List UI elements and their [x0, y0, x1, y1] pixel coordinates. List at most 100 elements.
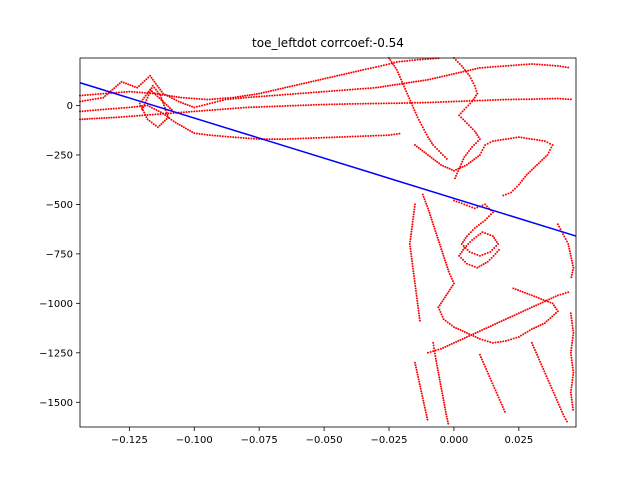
data-point — [531, 344, 534, 347]
data-point — [494, 98, 497, 101]
data-point — [539, 160, 542, 163]
data-point — [385, 63, 388, 66]
data-point — [546, 299, 548, 302]
data-point — [423, 128, 426, 131]
data-point — [128, 90, 131, 93]
data-point — [304, 104, 307, 107]
data-point — [415, 113, 418, 116]
data-point — [443, 406, 446, 409]
data-point — [206, 109, 209, 112]
data-point — [571, 401, 574, 404]
data-point — [188, 97, 191, 100]
data-point — [476, 140, 479, 143]
data-point — [148, 105, 151, 108]
x-tick-label: 0.000 — [440, 435, 469, 446]
data-point — [481, 204, 484, 207]
data-point — [369, 67, 372, 70]
data-point — [495, 241, 498, 244]
data-point — [512, 337, 515, 340]
data-point — [457, 328, 460, 331]
data-point — [513, 314, 516, 317]
data-point — [244, 94, 247, 97]
data-point — [459, 166, 462, 169]
data-point — [338, 74, 341, 77]
data-point — [110, 107, 113, 110]
data-point — [570, 317, 573, 320]
data-point — [447, 268, 450, 271]
data-point — [553, 394, 556, 397]
data-point — [221, 108, 224, 111]
data-point — [570, 319, 573, 322]
data-point — [385, 134, 388, 137]
data-point — [409, 240, 412, 243]
data-point — [141, 91, 144, 94]
data-point — [163, 94, 166, 97]
data-point — [515, 336, 518, 339]
data-point — [547, 151, 550, 154]
data-point — [219, 135, 222, 138]
data-point — [437, 239, 440, 242]
data-point — [450, 100, 453, 103]
data-point — [529, 170, 532, 173]
data-point — [284, 86, 287, 89]
data-point — [436, 161, 439, 164]
data-point — [493, 237, 496, 240]
data-point — [167, 112, 170, 115]
data-point — [333, 103, 336, 106]
data-point — [359, 102, 362, 105]
data-point — [409, 245, 412, 248]
data-point — [503, 410, 506, 413]
data-point — [475, 235, 478, 238]
data-point — [390, 133, 393, 136]
data-point — [423, 406, 426, 409]
x-tick-label: −0.075 — [241, 435, 278, 446]
data-point — [469, 126, 472, 129]
data-point — [277, 88, 280, 91]
data-point — [557, 403, 560, 406]
data-point — [568, 250, 571, 253]
data-point — [310, 137, 313, 140]
data-point — [497, 65, 500, 68]
data-point — [443, 257, 446, 260]
data-point — [483, 363, 486, 366]
data-point — [359, 69, 362, 72]
data-point — [415, 366, 418, 369]
data-point — [232, 136, 235, 139]
data-point — [234, 136, 237, 139]
data-point — [302, 92, 305, 95]
regression-line-layer — [79, 82, 577, 237]
data-point — [437, 373, 440, 376]
data-point — [349, 88, 352, 91]
data-point — [198, 105, 201, 108]
data-point — [461, 160, 464, 163]
data-point — [298, 83, 301, 86]
data-point — [500, 403, 503, 406]
data-point — [560, 410, 563, 413]
data-point — [550, 297, 553, 300]
data-point — [562, 233, 565, 236]
data-point — [406, 59, 409, 62]
data-point — [250, 106, 253, 109]
data-point — [541, 97, 544, 100]
data-point — [81, 118, 84, 121]
data-point — [203, 98, 206, 101]
data-point — [203, 133, 206, 136]
data-point — [430, 218, 433, 221]
data-point — [476, 99, 479, 102]
data-point — [377, 65, 380, 68]
data-point — [535, 304, 538, 307]
data-point — [456, 172, 459, 175]
data-point — [494, 65, 497, 68]
data-point — [419, 385, 422, 388]
data-point — [437, 101, 440, 104]
data-point — [442, 401, 445, 404]
data-point — [408, 59, 411, 62]
data-point — [471, 159, 474, 162]
data-point — [317, 79, 320, 82]
data-point — [173, 95, 176, 98]
data-point — [572, 408, 575, 411]
data-point — [517, 136, 520, 139]
data-point — [491, 211, 494, 214]
data-point — [559, 97, 562, 100]
data-point — [416, 299, 419, 302]
